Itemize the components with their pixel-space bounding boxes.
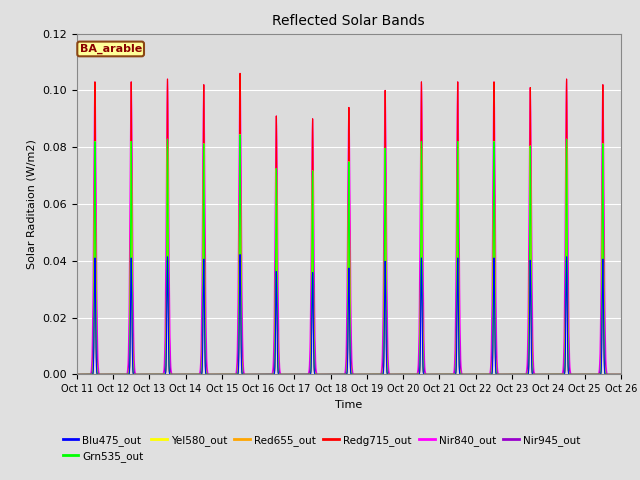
Grn535_out [617,372,625,377]
Grn535_out [607,372,614,377]
Redg715_out [73,372,81,377]
Blu475_out [73,372,81,377]
Redg715_out [607,372,614,377]
Line: Red655_out: Red655_out [77,135,621,374]
Grn535_out [135,372,143,377]
Red655_out [73,372,81,377]
Red655_out [135,372,143,377]
Line: Redg715_out: Redg715_out [77,73,621,374]
Line: Grn535_out: Grn535_out [77,135,621,374]
Nir945_out [548,372,556,377]
Nir840_out [617,372,625,377]
Yel580_out [305,372,313,377]
Grn535_out [236,132,244,138]
Blu475_out [607,372,614,377]
Yel580_out [607,372,614,377]
Red655_out [617,372,625,377]
Grn535_out [282,372,289,377]
Grn535_out [548,372,556,377]
Line: Nir840_out: Nir840_out [77,73,621,374]
X-axis label: Time: Time [335,400,362,409]
Red655_out [282,372,289,377]
Nir945_out [167,371,175,377]
Yel580_out [282,372,289,377]
Blu475_out [236,252,244,257]
Nir840_out [73,372,81,377]
Nir840_out [305,365,313,371]
Nir840_out [282,372,289,377]
Redg715_out [305,372,313,377]
Nir945_out [135,372,143,377]
Grn535_out [167,372,175,377]
Nir945_out [282,372,289,377]
Blu475_out [282,372,289,377]
Blu475_out [167,372,175,377]
Nir945_out [305,371,313,376]
Redg715_out [167,372,175,377]
Nir945_out [73,372,81,377]
Redg715_out [617,372,625,377]
Yel580_out [236,132,244,138]
Nir945_out [617,372,625,377]
Blu475_out [305,372,313,377]
Red655_out [305,372,313,377]
Redg715_out [135,372,143,377]
Line: Yel580_out: Yel580_out [77,135,621,374]
Nir945_out [607,372,614,377]
Blu475_out [548,372,556,377]
Red655_out [236,132,244,138]
Line: Blu475_out: Blu475_out [77,254,621,374]
Yel580_out [73,372,81,377]
Yel580_out [135,372,143,377]
Redg715_out [236,71,244,76]
Nir840_out [135,372,143,377]
Yel580_out [548,372,556,377]
Yel580_out [617,372,625,377]
Redg715_out [548,372,556,377]
Red655_out [167,372,175,377]
Y-axis label: Solar Raditaion (W/m2): Solar Raditaion (W/m2) [27,139,36,269]
Redg715_out [282,372,289,377]
Nir945_out [236,196,244,202]
Grn535_out [73,372,81,377]
Nir840_out [236,71,244,76]
Grn535_out [305,372,313,377]
Legend: Blu475_out, Grn535_out, Yel580_out, Red655_out, Redg715_out, Nir840_out, Nir945_: Blu475_out, Grn535_out, Yel580_out, Red6… [58,431,585,466]
Blu475_out [135,372,143,377]
Blu475_out [617,372,625,377]
Nir840_out [607,372,614,377]
Title: Reflected Solar Bands: Reflected Solar Bands [273,14,425,28]
Red655_out [548,372,556,377]
Nir840_out [548,372,556,377]
Yel580_out [167,372,175,377]
Line: Nir945_out: Nir945_out [77,199,621,374]
Text: BA_arable: BA_arable [79,44,142,54]
Red655_out [607,372,614,377]
Nir840_out [167,367,175,372]
